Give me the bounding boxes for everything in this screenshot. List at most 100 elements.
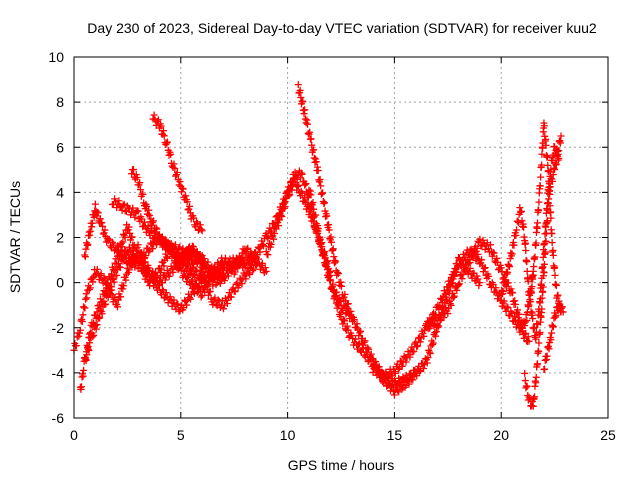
data-point bbox=[186, 294, 194, 302]
data-point bbox=[163, 138, 171, 146]
data-point bbox=[551, 271, 559, 279]
data-point bbox=[336, 281, 344, 289]
x-tick-label: 15 bbox=[387, 427, 403, 443]
data-point bbox=[165, 151, 173, 159]
data-point bbox=[540, 269, 548, 277]
data-point bbox=[521, 318, 529, 326]
data-point bbox=[511, 300, 519, 308]
y-tick-label: 6 bbox=[56, 139, 64, 155]
data-point bbox=[306, 128, 314, 136]
data-point bbox=[97, 270, 105, 278]
series-track-p bbox=[527, 119, 565, 316]
data-point bbox=[430, 322, 438, 330]
data-point bbox=[341, 290, 349, 298]
x-tick-label: 20 bbox=[493, 427, 509, 443]
data-point bbox=[143, 271, 151, 279]
data-point bbox=[259, 240, 267, 248]
data-point bbox=[95, 304, 103, 312]
data-point bbox=[352, 335, 360, 343]
data-point bbox=[521, 377, 529, 385]
data-point bbox=[123, 270, 131, 278]
data-point bbox=[154, 116, 162, 124]
data-point bbox=[163, 254, 171, 262]
data-point bbox=[334, 270, 342, 278]
data-point bbox=[263, 233, 271, 241]
data-point bbox=[555, 297, 563, 305]
data-point bbox=[531, 253, 539, 261]
data-point bbox=[150, 111, 158, 119]
data-point bbox=[416, 367, 424, 375]
data-point bbox=[131, 263, 139, 271]
data-point bbox=[231, 268, 239, 276]
data-point bbox=[540, 122, 548, 130]
data-point bbox=[128, 233, 136, 241]
data-point bbox=[198, 227, 206, 235]
data-point bbox=[538, 305, 546, 313]
data-point bbox=[260, 242, 268, 250]
data-point bbox=[554, 291, 562, 299]
data-point bbox=[559, 308, 567, 316]
data-point bbox=[442, 291, 450, 299]
data-point bbox=[420, 364, 428, 372]
data-point bbox=[432, 328, 440, 336]
data-point bbox=[406, 353, 414, 361]
data-point bbox=[157, 266, 165, 274]
data-point bbox=[492, 284, 500, 292]
data-point bbox=[529, 402, 537, 410]
data-point bbox=[176, 178, 184, 186]
data-point bbox=[301, 106, 309, 114]
data-point bbox=[183, 254, 191, 262]
data-point bbox=[261, 264, 269, 272]
data-point bbox=[504, 268, 512, 276]
data-point bbox=[199, 258, 207, 266]
data-point bbox=[337, 297, 345, 305]
data-point bbox=[474, 250, 482, 258]
data-point bbox=[291, 175, 299, 183]
data-point bbox=[326, 272, 334, 280]
data-point bbox=[545, 195, 553, 203]
data-point bbox=[371, 362, 379, 370]
data-point bbox=[83, 294, 91, 302]
data-point bbox=[444, 310, 452, 318]
data-point bbox=[332, 258, 340, 266]
data-point bbox=[384, 375, 392, 383]
data-point bbox=[134, 207, 142, 215]
data-point bbox=[232, 254, 240, 262]
data-point bbox=[508, 250, 516, 258]
data-point bbox=[81, 253, 89, 261]
data-point bbox=[543, 153, 551, 161]
data-point bbox=[528, 402, 536, 410]
data-point bbox=[532, 239, 540, 247]
data-point bbox=[107, 244, 115, 252]
data-point bbox=[356, 329, 364, 337]
series-track-c bbox=[76, 221, 270, 393]
data-point bbox=[503, 303, 511, 311]
data-point bbox=[316, 233, 324, 241]
data-point bbox=[359, 344, 367, 352]
data-point bbox=[552, 146, 560, 154]
data-point bbox=[321, 261, 329, 269]
data-point bbox=[304, 129, 312, 137]
data-point bbox=[82, 356, 90, 364]
data-point bbox=[360, 338, 368, 346]
data-point bbox=[152, 224, 160, 232]
data-point bbox=[107, 276, 115, 284]
data-point bbox=[113, 271, 121, 279]
data-point bbox=[428, 315, 436, 323]
data-point bbox=[169, 268, 177, 276]
data-point bbox=[139, 190, 147, 198]
data-point bbox=[450, 292, 458, 300]
data-point bbox=[306, 190, 314, 198]
data-point bbox=[149, 217, 157, 225]
data-point bbox=[358, 345, 366, 353]
data-point bbox=[131, 213, 139, 221]
axis-ticks bbox=[73, 56, 609, 419]
data-point bbox=[548, 329, 556, 337]
data-point bbox=[184, 273, 192, 281]
data-point bbox=[159, 127, 167, 135]
data-point bbox=[87, 329, 95, 337]
data-point bbox=[195, 253, 203, 261]
data-point bbox=[144, 210, 152, 218]
data-point bbox=[440, 287, 448, 295]
data-point bbox=[431, 329, 439, 337]
